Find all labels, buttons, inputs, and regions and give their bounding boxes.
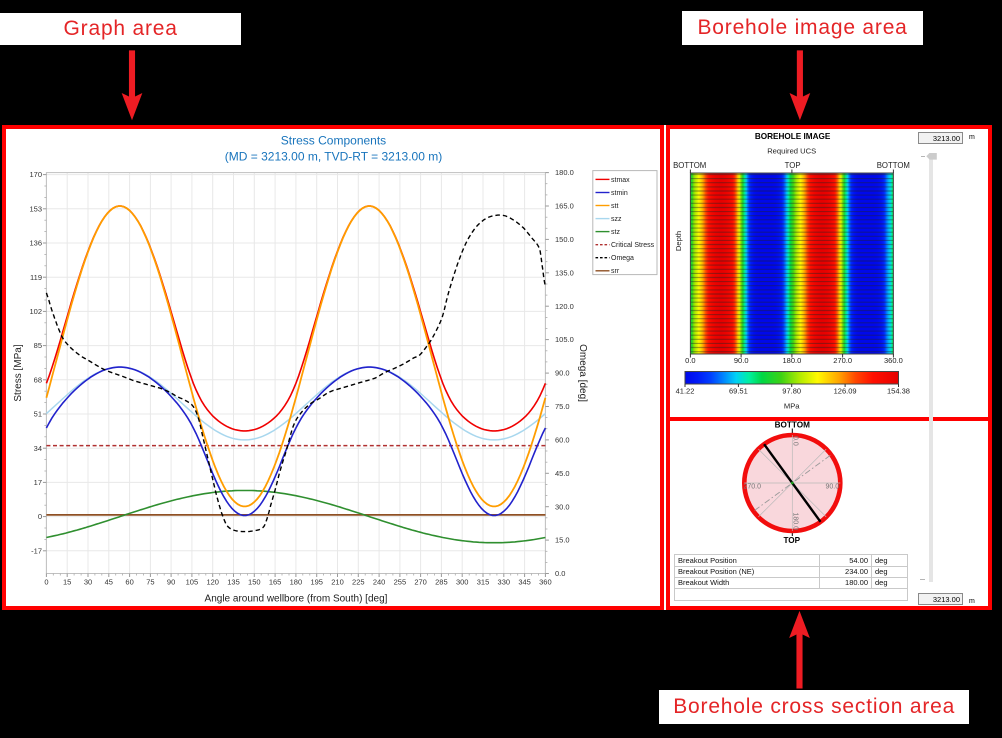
svg-text:90.0: 90.0: [734, 356, 749, 365]
svg-text:45.0: 45.0: [555, 469, 570, 478]
svg-text:BOTTOM: BOTTOM: [673, 161, 706, 170]
svg-text:MPa: MPa: [784, 402, 800, 411]
svg-text:Stress [MPa]: Stress [MPa]: [13, 344, 24, 401]
svg-text:330: 330: [498, 578, 511, 587]
svg-text:170: 170: [29, 170, 42, 179]
svg-text:165: 165: [269, 578, 282, 587]
svg-text:0.0: 0.0: [685, 356, 695, 365]
svg-text:0: 0: [38, 512, 42, 521]
svg-text:75: 75: [146, 578, 154, 587]
svg-text:210: 210: [331, 578, 344, 587]
svg-text:119: 119: [30, 273, 42, 282]
svg-text:270.0: 270.0: [833, 356, 852, 365]
svg-text:97.80: 97.80: [782, 387, 801, 396]
svg-text:stz: stz: [611, 229, 620, 236]
svg-text:0.0: 0.0: [555, 569, 565, 578]
svg-text:315: 315: [477, 578, 490, 587]
svg-text:Required UCS: Required UCS: [767, 147, 816, 156]
svg-text:Omega [deg]: Omega [deg]: [577, 344, 588, 402]
svg-text:15: 15: [63, 578, 71, 587]
svg-text:180.0: 180.0: [555, 168, 574, 177]
svg-text:0: 0: [44, 578, 48, 587]
svg-text:105.0: 105.0: [555, 335, 574, 344]
svg-text:255: 255: [394, 578, 407, 587]
svg-text:68: 68: [34, 375, 42, 384]
svg-text:Omega: Omega: [611, 255, 634, 262]
svg-text:270: 270: [414, 578, 427, 587]
svg-text:90.0: 90.0: [555, 369, 570, 378]
svg-text:360.0: 360.0: [884, 356, 903, 365]
svg-text:120: 120: [206, 578, 219, 587]
svg-text:154.38: 154.38: [887, 387, 910, 396]
svg-text:240: 240: [373, 578, 386, 587]
svg-text:345: 345: [518, 578, 531, 587]
svg-text:300: 300: [456, 578, 469, 587]
svg-text:85: 85: [34, 341, 42, 350]
svg-text:0.0: 0.0: [792, 436, 799, 446]
svg-text:30.0: 30.0: [555, 502, 570, 511]
svg-text:BOTTOM: BOTTOM: [877, 161, 910, 170]
svg-text:Depth: Depth: [674, 231, 683, 251]
svg-text:75.0: 75.0: [555, 402, 570, 411]
svg-text:51: 51: [34, 410, 42, 419]
svg-text:stmin: stmin: [611, 190, 628, 197]
svg-text:270.0: 270.0: [744, 484, 762, 491]
svg-text:153: 153: [29, 204, 42, 213]
svg-text:69.51: 69.51: [729, 387, 748, 396]
svg-text:41.22: 41.22: [676, 387, 695, 396]
svg-text:105: 105: [186, 578, 199, 587]
svg-text:szz: szz: [611, 216, 622, 223]
svg-text:126.09: 126.09: [834, 387, 857, 396]
svg-text:285: 285: [435, 578, 448, 587]
svg-text:60: 60: [125, 578, 133, 587]
svg-text:srr: srr: [611, 268, 620, 275]
svg-text:(MD = 3213.00 m, TVD-RT = 3213: (MD = 3213.00 m, TVD-RT = 3213.00 m): [225, 150, 442, 164]
svg-text:Angle around wellbore (from So: Angle around wellbore (from South) [deg]: [205, 594, 388, 605]
svg-text:34: 34: [34, 444, 42, 453]
svg-text:-17: -17: [31, 546, 42, 555]
svg-text:Stress Components: Stress Components: [281, 134, 386, 148]
svg-text:BOREHOLE IMAGE: BOREHOLE IMAGE: [755, 132, 831, 141]
svg-text:135: 135: [227, 578, 240, 587]
svg-text:60.0: 60.0: [555, 436, 570, 445]
svg-text:180: 180: [290, 578, 303, 587]
svg-text:Critical Stress: Critical Stress: [611, 242, 655, 249]
svg-text:17: 17: [34, 478, 42, 487]
svg-text:150.0: 150.0: [555, 235, 574, 244]
svg-text:stt: stt: [611, 203, 618, 210]
svg-text:135.0: 135.0: [555, 268, 574, 277]
svg-text:180.0: 180.0: [783, 356, 802, 365]
svg-text:90.0: 90.0: [826, 484, 840, 491]
svg-text:225: 225: [352, 578, 365, 587]
svg-text:15.0: 15.0: [555, 536, 570, 545]
svg-text:TOP: TOP: [783, 536, 800, 545]
svg-text:195: 195: [310, 578, 323, 587]
svg-text:180.0: 180.0: [792, 513, 799, 531]
svg-text:150: 150: [248, 578, 261, 587]
svg-text:102: 102: [29, 307, 42, 316]
svg-text:120.0: 120.0: [555, 302, 574, 311]
svg-text:360: 360: [539, 578, 552, 587]
svg-text:165.0: 165.0: [555, 202, 574, 211]
svg-text:stmax: stmax: [611, 177, 630, 184]
svg-text:30: 30: [84, 578, 92, 587]
svg-text:TOP: TOP: [785, 161, 801, 170]
svg-text:136: 136: [29, 239, 42, 248]
svg-text:90: 90: [167, 578, 175, 587]
svg-text:BOTTOM: BOTTOM: [775, 421, 811, 430]
svg-text:45: 45: [105, 578, 113, 587]
